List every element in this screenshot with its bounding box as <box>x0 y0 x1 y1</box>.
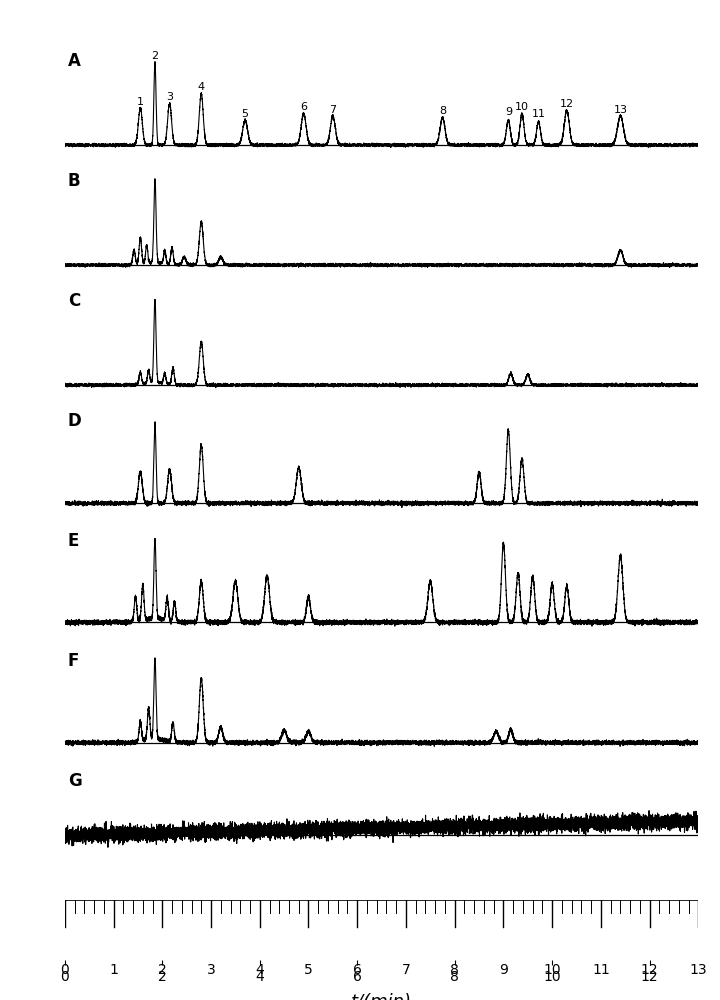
Text: 11: 11 <box>592 963 610 977</box>
Text: 2: 2 <box>151 51 158 61</box>
Text: 13: 13 <box>690 963 707 977</box>
Text: A: A <box>68 52 81 70</box>
Text: 2: 2 <box>158 963 166 977</box>
Text: 7: 7 <box>329 105 336 115</box>
Text: 3: 3 <box>207 963 215 977</box>
Text: E: E <box>68 532 79 550</box>
Text: 0: 0 <box>60 963 69 977</box>
Text: 4: 4 <box>198 82 204 92</box>
Text: 12: 12 <box>641 963 659 977</box>
Text: 6: 6 <box>353 963 361 977</box>
Text: 13: 13 <box>613 105 627 115</box>
Text: 7: 7 <box>402 963 410 977</box>
Text: F: F <box>68 652 79 670</box>
Text: 3: 3 <box>166 92 173 102</box>
Text: 4: 4 <box>256 963 264 977</box>
Text: G: G <box>68 772 81 790</box>
Text: 9: 9 <box>499 963 508 977</box>
Text: 9: 9 <box>505 107 512 117</box>
Text: 11: 11 <box>531 109 546 119</box>
Text: 8: 8 <box>450 963 459 977</box>
Text: 12: 12 <box>559 99 574 109</box>
Text: C: C <box>68 292 80 310</box>
Text: 5: 5 <box>242 109 248 119</box>
Text: 5: 5 <box>304 963 313 977</box>
Text: t/(min): t/(min) <box>351 993 412 1000</box>
Text: 10: 10 <box>515 102 529 112</box>
Text: 1: 1 <box>109 963 118 977</box>
Text: 6: 6 <box>300 102 307 112</box>
Text: D: D <box>68 412 81 430</box>
Text: B: B <box>68 172 81 190</box>
Text: 1: 1 <box>137 97 144 107</box>
Text: 8: 8 <box>439 106 446 116</box>
Text: 10: 10 <box>544 963 561 977</box>
